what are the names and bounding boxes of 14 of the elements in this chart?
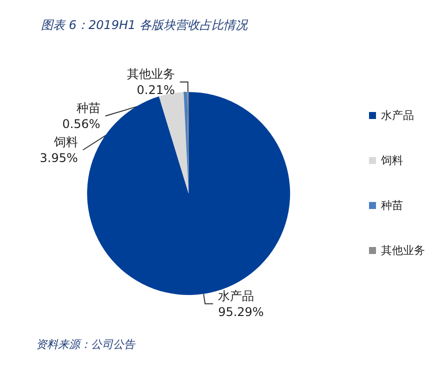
data-label: 0.56% (62, 117, 100, 131)
data-label: 95.29% (218, 304, 264, 319)
text: 资料来源：公司公告 (36, 338, 136, 351)
legend-label: 种苗 (381, 199, 403, 212)
legend-label: 水产品 (381, 109, 414, 122)
chart-title: 图表 6：2019H1 各版块营收占比情况 (41, 18, 248, 32)
slice-label: 其他业务 (126, 67, 175, 81)
data-label: 0.21% (136, 83, 175, 97)
slice-label: 种苗 (76, 101, 100, 115)
slice-label: 水产品 (218, 288, 254, 303)
legend-label: 其他业务 (381, 244, 425, 257)
data-label: 3.95% (40, 151, 78, 165)
slice-label: 饲料 (52, 135, 78, 149)
legend-label: 饲料 (380, 154, 403, 167)
